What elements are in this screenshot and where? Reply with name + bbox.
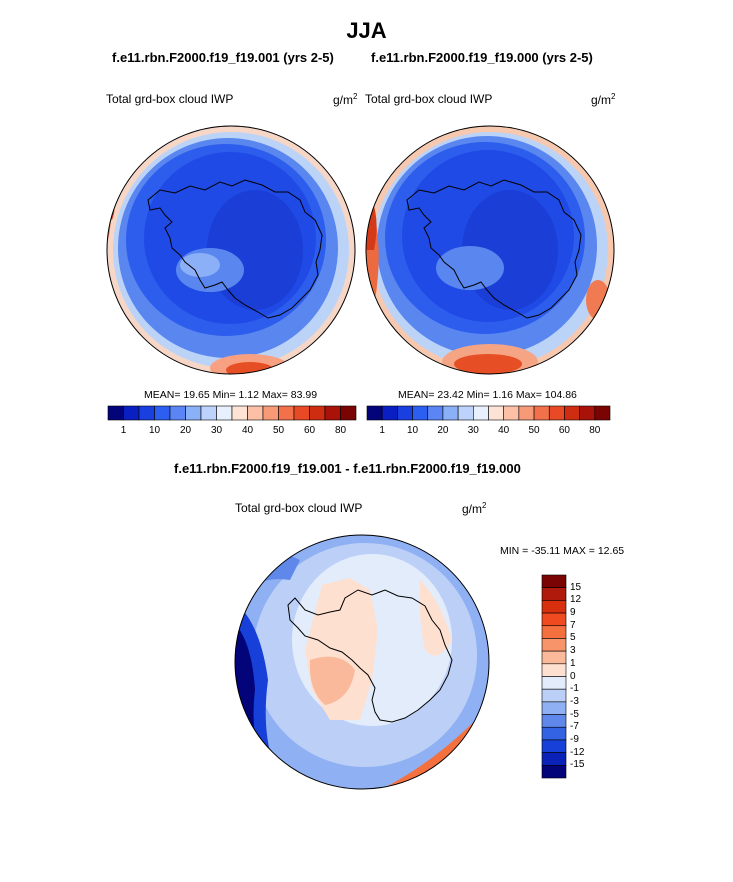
colorbar-tick-label: 50 — [272, 425, 285, 436]
panel-1-units: g/m2 — [333, 92, 358, 107]
diff-units: g/m2 — [462, 501, 487, 516]
colorbar-tick-label: -5 — [570, 708, 579, 720]
diff-title: f.e11.rbn.F2000.f19_f19.001 - f.e11.rbn.… — [174, 461, 521, 476]
figure-title: JJA — [346, 18, 387, 43]
panel-1-stats: MEAN= 19.65 Min= 1.12 Max= 83.99 — [144, 389, 318, 401]
colorbar-swatch — [541, 714, 567, 728]
colorbar-tick-label: 3 — [570, 645, 576, 657]
colorbar-tick-label: 40 — [241, 425, 254, 436]
colorbar-tick-label: -7 — [570, 721, 579, 733]
colorbar-tick-label: 5 — [570, 632, 576, 644]
colorbar-tick-label: 20 — [179, 425, 192, 436]
panel-1-case-title: f.e11.rbn.F2000.f19_f19.001 (yrs 2-5) — [112, 50, 334, 65]
colorbar-tick-label: 60 — [558, 425, 570, 436]
colorbar-swatch — [541, 726, 567, 741]
colorbar-swatch — [541, 625, 567, 639]
colorbar-tick-label: -12 — [570, 746, 585, 758]
colorbar-tick-label: 1 — [379, 425, 385, 436]
colorbar-swatch — [541, 663, 567, 677]
colorbar-swatch — [541, 739, 567, 753]
colorbar-tick-label: 50 — [528, 425, 540, 436]
colorbar-swatch — [541, 600, 567, 614]
colorbar-panel-1 — [107, 405, 357, 421]
colorbar-tick-label: 60 — [303, 425, 316, 436]
colorbar-swatch — [541, 612, 567, 627]
colorbar-tick-label: 80 — [589, 425, 601, 436]
colorbar-tick-label: 80 — [334, 425, 347, 436]
panel-2-case-title: f.e11.rbn.F2000.f19_f19.000 (yrs 2-5) — [371, 50, 593, 65]
colorbar-tick-label: 9 — [570, 607, 576, 619]
colorbar-swatch — [541, 650, 567, 665]
colorbar-tick-label: 0 — [570, 670, 576, 682]
panel-2-stats: MEAN= 23.42 Min= 1.16 Max= 104.86 — [398, 389, 577, 401]
colorbar-tick-label: 12 — [570, 594, 582, 606]
colorbar-tick-label: 1 — [570, 657, 576, 669]
colorbar-swatch — [541, 688, 567, 703]
colorbar-tick-label: -9 — [570, 733, 579, 745]
colorbar-swatch — [541, 587, 567, 601]
colorbar-swatch — [541, 765, 567, 779]
colorbar-swatch — [541, 638, 567, 652]
colorbar-swatch — [541, 574, 567, 588]
colorbar-swatch — [594, 405, 611, 421]
colorbar-tick-label: 1 — [120, 425, 127, 436]
colorbar-tick-label: 7 — [570, 619, 576, 631]
colorbar-tick-label: -15 — [570, 759, 585, 771]
colorbar-tick-label: 40 — [498, 425, 510, 436]
colorbar-panel-2 — [366, 405, 611, 421]
colorbar-tick-label: 20 — [437, 425, 449, 436]
colorbar-tick-label: -1 — [570, 683, 579, 695]
panel-2-variable-label: Total grd-box cloud IWP — [365, 92, 493, 106]
colorbar-tick-label: 10 — [148, 425, 161, 436]
colorbar-swatch — [340, 405, 357, 421]
colorbar-tick-label: 10 — [407, 425, 419, 436]
colorbar-tick-label: 30 — [210, 425, 223, 436]
panel-1-variable-label: Total grd-box cloud IWP — [106, 92, 234, 106]
colorbar-difference — [541, 574, 567, 779]
colorbar-swatch — [541, 701, 567, 715]
colorbar-swatch — [541, 752, 567, 766]
colorbar-tick-label: 15 — [570, 581, 582, 593]
colorbar-swatch — [541, 676, 567, 690]
diff-minmax: MIN = -35.11 MAX = 12.65 — [500, 545, 625, 557]
colorbar-tick-label: -3 — [570, 695, 579, 707]
colorbar-tick-label: 30 — [467, 425, 479, 436]
panel-2-units: g/m2 — [591, 92, 616, 107]
diff-variable-label: Total grd-box cloud IWP — [235, 501, 363, 515]
